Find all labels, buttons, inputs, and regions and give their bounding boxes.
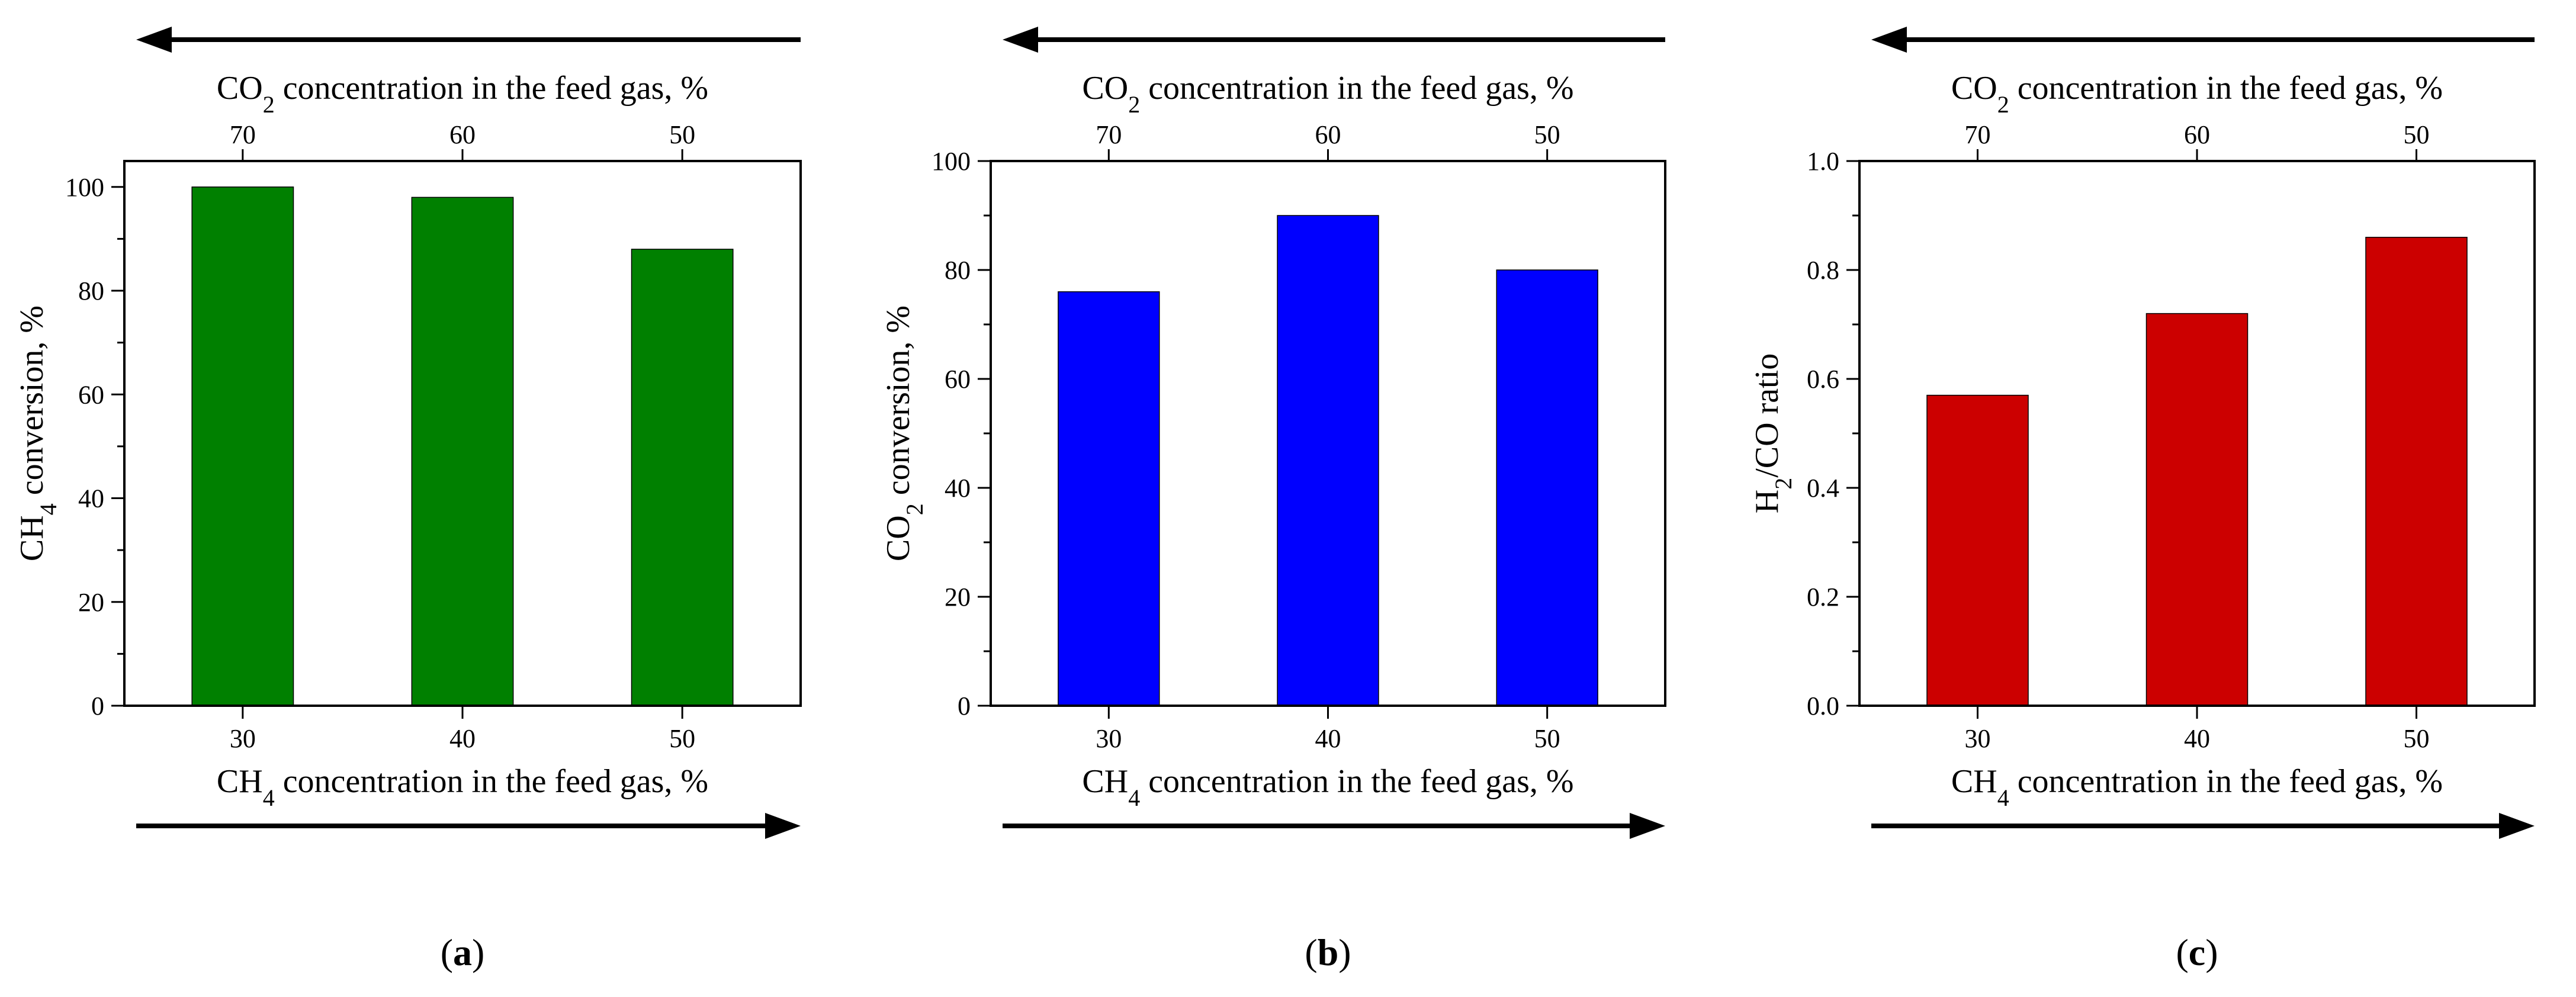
y-tick-label: 0 <box>91 692 104 721</box>
bar-30 <box>1058 291 1160 706</box>
y-tick-label: 0 <box>958 692 971 721</box>
bar-50 <box>631 249 734 706</box>
bar-30 <box>191 186 294 706</box>
x-tick-label: 30 <box>1965 724 1991 753</box>
x2-tick-label: 70 <box>1096 120 1122 149</box>
panel-label: (b) <box>1305 931 1351 973</box>
y-tick-label: 40 <box>78 484 104 513</box>
bar-50 <box>1496 269 1598 706</box>
y-tick-label: 20 <box>945 583 971 612</box>
chart-panel-c: 0.0 0.2 0.4 0.6 0.8 1.0 30 40 50 70 60 50 CH4 concen… <box>1749 27 2536 973</box>
y-axis-title: CH4 conversion, % <box>14 305 62 561</box>
arrow-head-right <box>1630 813 1665 839</box>
y-tick-label: 100 <box>932 147 971 176</box>
x2-tick-label: 70 <box>1965 120 1991 149</box>
arrow-head-right <box>2499 813 2535 839</box>
y-tick-label: 0.4 <box>1807 474 1839 503</box>
x-tick-label: 40 <box>2184 724 2210 753</box>
chart-panel-a: 0 20 40 60 80 100 30 40 50 70 60 50 CH4 concentratio… <box>14 27 802 973</box>
x2-axis-title: CO2 concentration in the feed gas, % <box>1951 70 2443 118</box>
y-tick-label: 0.8 <box>1807 256 1839 285</box>
chart-panel-b: 0 20 40 60 80 100 30 40 50 70 60 50 CH4 concentratio… <box>880 27 1666 973</box>
y-tick-label: 80 <box>945 256 971 285</box>
bar-40 <box>2145 313 2249 706</box>
y-tick-label: 0.6 <box>1807 365 1839 394</box>
y-tick-label: 0.2 <box>1807 583 1839 612</box>
x2-tick-label: 60 <box>1315 120 1341 149</box>
bar-30 <box>1926 394 2029 706</box>
x-tick-label: 30 <box>1096 724 1122 753</box>
bar-40 <box>1277 215 1379 706</box>
x-axis-title: CH4 concentration in the feed gas, % <box>1951 763 2443 811</box>
x-tick-label: 30 <box>230 724 256 753</box>
x2-axis-title: CO2 concentration in the feed gas, % <box>217 70 708 118</box>
x-tick-label: 40 <box>1315 724 1341 753</box>
y-tick-label: 100 <box>65 173 104 202</box>
y-tick-label: 40 <box>945 474 971 503</box>
x-tick-label: 50 <box>1534 724 1560 753</box>
x2-tick-label: 50 <box>2404 120 2430 149</box>
x-axis-title: CH4 concentration in the feed gas, % <box>217 763 708 811</box>
y-tick-label: 1.0 <box>1807 147 1839 176</box>
arrow-head-right <box>765 813 801 839</box>
arrow-head-left <box>136 27 172 53</box>
x-tick-label: 50 <box>2404 724 2430 753</box>
y-tick-label: 0.0 <box>1807 692 1839 721</box>
y-axis-title: H2/CO ratio <box>1749 353 1797 513</box>
y-tick-label: 60 <box>945 365 971 394</box>
x2-tick-label: 60 <box>2184 120 2210 149</box>
x2-tick-label: 50 <box>669 120 695 149</box>
x2-axis-title: CO2 concentration in the feed gas, % <box>1082 70 1573 118</box>
y-axis-title: CO2 conversion, % <box>880 305 928 561</box>
panel-label: (c) <box>2176 931 2218 973</box>
y-tick-label: 20 <box>78 588 104 617</box>
y-tick-label: 80 <box>78 276 104 305</box>
arrow-head-left <box>1003 27 1038 53</box>
x2-tick-label: 70 <box>230 120 256 149</box>
bar-40 <box>411 197 514 706</box>
x-tick-label: 50 <box>669 724 695 753</box>
arrow-head-left <box>1871 27 1907 53</box>
panel-label: (a) <box>441 931 485 973</box>
y-tick-label: 60 <box>78 380 104 409</box>
x-tick-label: 40 <box>449 724 476 753</box>
bar-50 <box>2365 237 2468 706</box>
x2-tick-label: 60 <box>449 120 476 149</box>
x2-tick-label: 50 <box>1534 120 1560 149</box>
x-axis-title: CH4 concentration in the feed gas, % <box>1082 763 1573 811</box>
